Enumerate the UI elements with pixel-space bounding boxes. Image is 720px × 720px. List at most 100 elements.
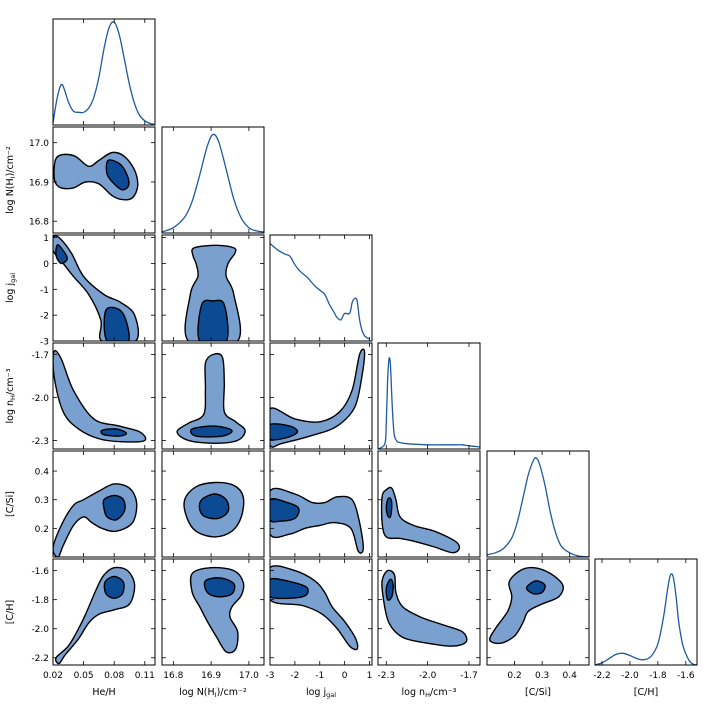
tick-marks	[162, 343, 264, 449]
contour-panel-jgal-nH	[270, 348, 366, 448]
contour-68-region	[55, 244, 69, 265]
contour-panel-He-NHI-frame	[52, 126, 156, 234]
contour-95-region	[380, 486, 461, 554]
marginal-panel-NHI-frame	[161, 126, 265, 234]
x-tick-label: 0.11	[135, 671, 155, 681]
x-axis-label-NHI: log N(HI)/cm⁻²	[179, 687, 247, 699]
contour-panel-NHI-CSi-frame	[161, 450, 265, 558]
contour-panel-He-nH-frame	[52, 342, 156, 450]
y-axis-label-CSi: [C/Si]	[5, 491, 16, 517]
contour-panel-jgal-nH-frame	[269, 342, 373, 450]
y-tick-label: -1.7	[31, 351, 49, 361]
tick-marks	[385, 343, 470, 449]
x-tick-label: -1.7	[460, 671, 478, 681]
x-tick-label: 17.0	[239, 671, 259, 681]
x-axis-label-nH: log nH/cm⁻³	[402, 687, 457, 699]
contour-panel-NHI-CSi	[183, 481, 245, 538]
tick-marks	[514, 451, 571, 557]
contour-panel-CSi-CH-frame	[486, 558, 590, 666]
y-axis-label-NHI: log N(HI)/cm⁻²	[5, 146, 17, 214]
tick-marks	[269, 451, 372, 557]
y-tick-label: -2.0	[31, 394, 49, 404]
y-tick-label: -1.8	[31, 596, 49, 606]
contour-panel-NHI-nH	[176, 352, 246, 445]
tick-marks	[162, 559, 264, 665]
marginal-curve-CSi	[486, 457, 590, 558]
contour-68-region	[198, 493, 230, 520]
x-tick-label: 0.4	[563, 671, 578, 681]
x-tick-label: 0.3	[535, 671, 549, 681]
tick-marks	[601, 559, 687, 665]
tick-marks	[487, 559, 589, 665]
y-tick-label: 16.8	[29, 218, 49, 228]
contour-68-region	[525, 580, 546, 595]
x-axis-label-CH: [C/H]	[634, 687, 658, 698]
marginal-panel-CSi-frame	[486, 450, 590, 558]
y-tick-label: 17.0	[29, 139, 49, 149]
contour-panel-He-CH-frame	[52, 558, 156, 666]
contour-panel-He-NHI	[53, 151, 139, 201]
marginal-curve-nH	[377, 357, 481, 450]
tick-marks	[378, 559, 480, 665]
contour-68-region	[105, 159, 130, 191]
contour-95-region	[270, 565, 359, 651]
tick-marks	[269, 235, 370, 341]
tick-marks	[378, 451, 480, 557]
x-tick-label: -1.8	[649, 671, 667, 681]
tick-marks	[162, 451, 264, 557]
x-tick-label: 0	[342, 671, 348, 681]
x-tick-label: -1.6	[677, 671, 695, 681]
contour-68-region	[103, 306, 130, 341]
tick-marks	[52, 559, 155, 665]
contour-panel-He-nH	[53, 349, 147, 443]
y-tick-label: 1	[43, 234, 49, 244]
contour-95-region	[176, 352, 246, 445]
contour-panel-He-CSi-frame	[52, 450, 156, 558]
tick-marks	[52, 19, 146, 125]
contour-95-region	[270, 348, 366, 448]
contour-68-region	[102, 494, 126, 521]
x-tick-label: -2	[290, 671, 299, 681]
y-tick-label: 0.4	[35, 468, 50, 478]
x-tick-label: 0.08	[104, 671, 124, 681]
y-tick-label: 0.3	[35, 496, 49, 506]
contour-68-region	[270, 498, 300, 523]
tick-marks	[172, 127, 250, 233]
y-tick-label: 0.2	[35, 525, 49, 535]
y-axis-label-CH: [C/H]	[5, 600, 16, 624]
contour-95-region	[53, 483, 138, 557]
x-axis-label-He: He/H	[92, 687, 115, 698]
tick-marks	[269, 559, 372, 665]
contour-68-region	[203, 577, 236, 598]
x-tick-label: -2.2	[593, 671, 611, 681]
contour-68-region	[270, 423, 299, 441]
x-tick-label: -2.0	[621, 671, 639, 681]
contour-panel-jgal-CH	[270, 565, 359, 651]
contour-68-region	[197, 299, 229, 341]
contour-panel-jgal-CH-frame	[269, 558, 373, 666]
contour-panel-NHI-jgal	[184, 244, 242, 341]
y-tick-label: -1.6	[31, 567, 49, 577]
y-tick-label: -1	[40, 286, 49, 296]
marginal-panel-He-frame	[52, 18, 156, 126]
contour-panel-He-CH	[54, 566, 136, 665]
x-tick-label: 16.9	[201, 671, 221, 681]
x-tick-label: 1	[367, 671, 373, 681]
tick-marks	[52, 451, 155, 557]
y-tick-label: -2.2	[31, 654, 49, 664]
marginal-panel-CH-frame	[594, 558, 698, 666]
marginal-curve-NHI	[161, 133, 265, 233]
contour-panel-He-jgal	[53, 235, 140, 341]
x-tick-label: -2.3	[377, 671, 395, 681]
x-tick-label: 0.2	[507, 671, 521, 681]
marginal-panel-nH-frame	[377, 342, 481, 450]
x-tick-label: -2.0	[419, 671, 437, 681]
y-axis-label-jgal: log jgal	[5, 273, 17, 303]
contour-68-region	[270, 577, 309, 600]
y-tick-label: -2.3	[31, 437, 49, 447]
contour-panel-He-jgal-frame	[52, 234, 156, 342]
contour-68-region	[385, 578, 394, 601]
contour-panel-jgal-CSi-frame	[269, 450, 373, 558]
contour-68-region	[190, 425, 233, 438]
y-tick-label: 0	[43, 260, 49, 270]
